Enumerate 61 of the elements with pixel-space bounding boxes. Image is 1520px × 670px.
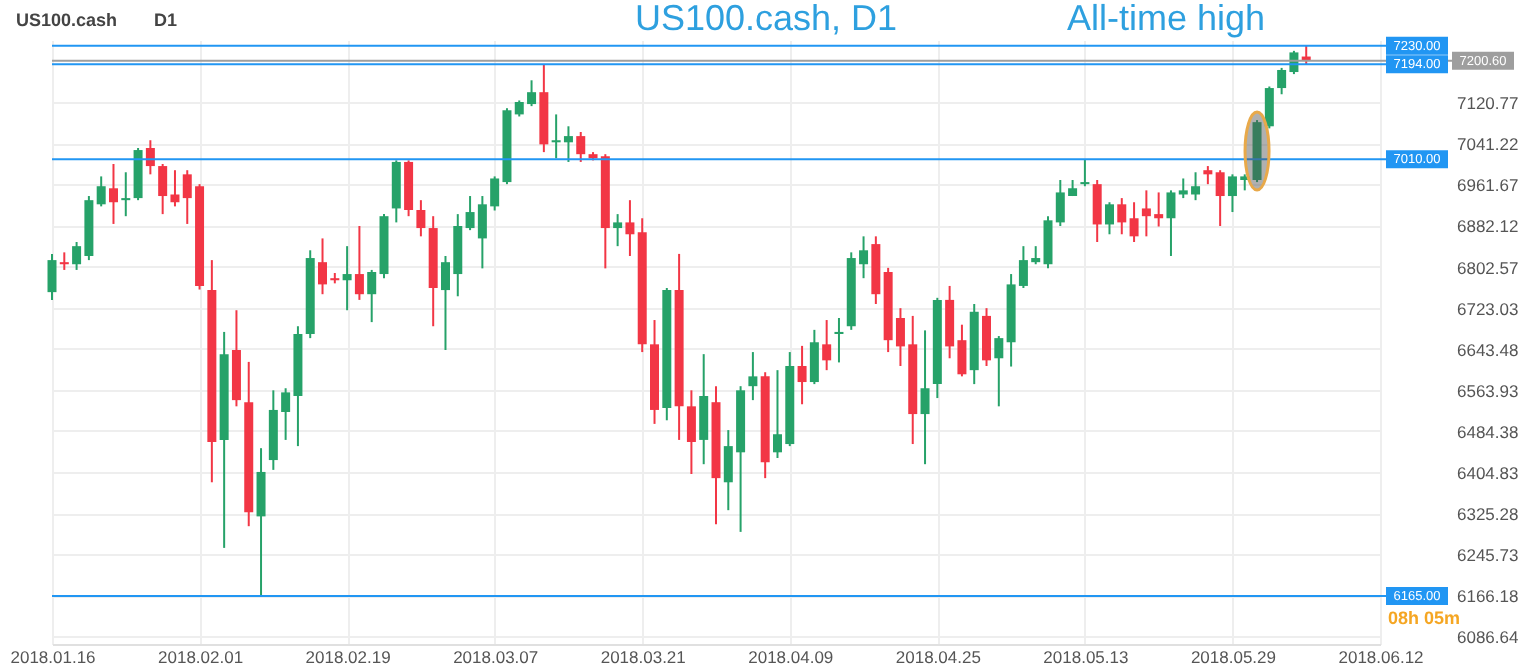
candlestick (121, 171, 131, 218)
candlestick (108, 163, 118, 225)
candlestick (699, 353, 709, 466)
y-tick-label: 7120.77 (1457, 93, 1519, 114)
x-tick-label: 2018.06.12 (1338, 647, 1425, 667)
candlestick (1117, 197, 1127, 236)
x-tick-label: 2018.05.29 (1190, 647, 1277, 667)
y-tick-label: 6961.67 (1457, 175, 1519, 196)
y-tick-label: 6563.93 (1457, 380, 1519, 401)
candlestick (354, 225, 364, 301)
y-tick-label: 6802.57 (1457, 257, 1519, 278)
x-tick-label: 2018.04.25 (895, 647, 982, 667)
x-tick-label: 2018.04.09 (748, 647, 834, 667)
y-tick-label: 7041.22 (1457, 134, 1519, 155)
candlestick (59, 251, 69, 271)
candlestick (47, 252, 57, 301)
candlestick (416, 199, 426, 238)
candlestick (1166, 189, 1176, 257)
y-tick-label: 6643.48 (1457, 339, 1519, 360)
candlestick (1203, 165, 1213, 186)
candlestick (1092, 179, 1102, 244)
chart-title: US100.cash, D1 (634, 0, 898, 38)
candlestick (342, 245, 352, 312)
candlestick (625, 199, 635, 257)
candlestick (809, 328, 819, 386)
candlestick (1104, 201, 1114, 236)
x-tick-label: 2018.01.16 (10, 647, 97, 667)
x-tick-label: 2018.02.19 (305, 647, 392, 667)
y-tick-label: 6166.18 (1457, 586, 1519, 607)
text: All-time high (1066, 0, 1266, 38)
candlestick (613, 213, 623, 248)
y-tick-label: 6882.12 (1457, 216, 1519, 237)
x-tick-label: 2018.03.07 (453, 647, 539, 667)
candlestick (576, 130, 586, 163)
candlestick (994, 335, 1004, 408)
candlestick (1215, 169, 1225, 228)
y-tick-label: 6404.83 (1457, 463, 1519, 484)
candlestick (1129, 201, 1139, 244)
x-tick-label: 2018.02.01 (158, 647, 244, 667)
candlestick (96, 175, 106, 208)
candlestick (797, 344, 807, 406)
text: 08h 05m (1388, 608, 1461, 628)
y-tick-label: 6086.64 (1457, 627, 1519, 648)
candlestick (834, 316, 844, 364)
candlestick (920, 329, 930, 466)
x-tick-label: 2018.05.13 (1043, 647, 1129, 667)
y-tick-label: 6245.73 (1457, 545, 1519, 566)
candlestick (686, 389, 696, 476)
y-tick-label: 6723.03 (1457, 298, 1519, 319)
y-tick-label: 6325.28 (1457, 504, 1519, 525)
text: D1 (154, 10, 178, 30)
y-tick-label: 6484.38 (1457, 421, 1519, 442)
candlestick (1080, 158, 1090, 188)
candlestick (367, 268, 377, 324)
candlestick (822, 319, 832, 372)
candlestick (256, 447, 266, 597)
x-tick-label: 2018.03.21 (600, 647, 687, 667)
candlestick (982, 307, 992, 368)
text: US100.cash (16, 10, 118, 30)
candlestick (748, 351, 758, 402)
candlestick (391, 159, 401, 224)
